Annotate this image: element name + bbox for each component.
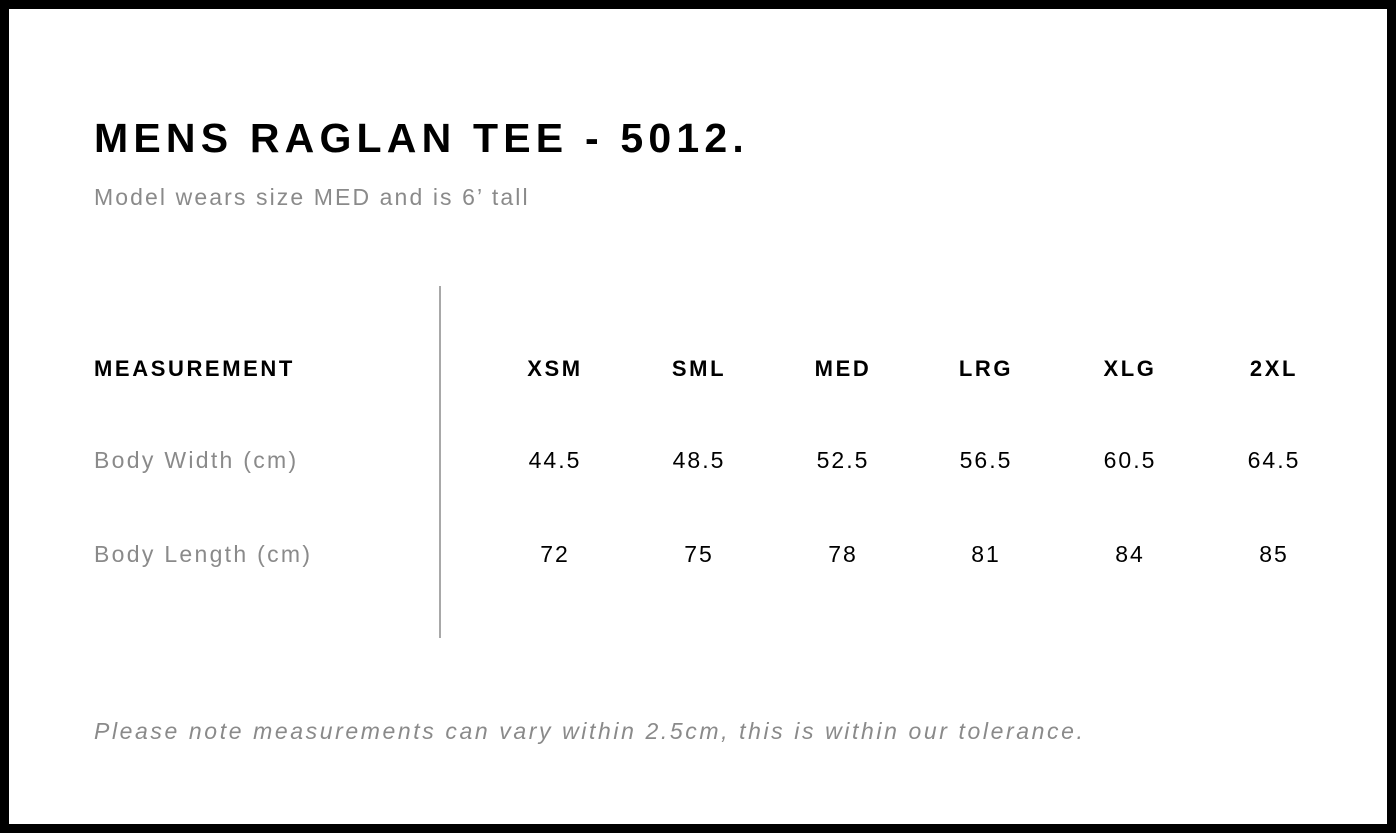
row-label-body-length: Body Length (cm) [94, 541, 313, 567]
table-cell: 72 [540, 541, 570, 567]
table-cell: 85 [1259, 541, 1289, 567]
row-label-body-width: Body Width (cm) [94, 447, 299, 473]
page-title: MENS RAGLAN TEE - 5012. [94, 115, 749, 161]
size-header-2xl: 2XL [1249, 356, 1299, 381]
table-cell: 78 [828, 541, 858, 567]
table-cell: 64.5 [1247, 447, 1301, 473]
subtitle: Model wears size MED and is 6’ tall [94, 184, 530, 210]
size-header-lrg: LRG [958, 356, 1014, 381]
table-cell: 75 [684, 541, 714, 567]
size-header-med: MED [814, 356, 872, 381]
column-divider [439, 286, 441, 638]
measurement-header: MEASUREMENT [94, 356, 295, 381]
table-cell: 52.5 [816, 447, 870, 473]
table-cell: 44.5 [528, 447, 582, 473]
table-cell: 56.5 [959, 447, 1013, 473]
size-header-xlg: XLG [1103, 356, 1157, 381]
size-header-sml: SML [671, 356, 727, 381]
table-cell: 60.5 [1103, 447, 1157, 473]
table-cell: 81 [971, 541, 1001, 567]
table-cell: 48.5 [672, 447, 726, 473]
tolerance-note: Please note measurements can vary within… [94, 718, 1086, 744]
size-chart-card: MENS RAGLAN TEE - 5012. Model wears size… [9, 9, 1387, 824]
table-cell: 84 [1115, 541, 1145, 567]
size-header-xsm: XSM [527, 356, 583, 381]
